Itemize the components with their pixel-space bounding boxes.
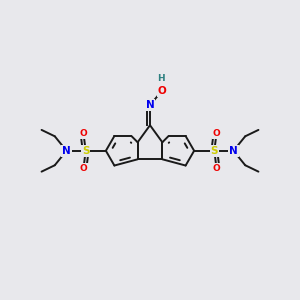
Text: O: O (213, 164, 220, 173)
Text: S: S (211, 146, 218, 156)
Text: S: S (82, 146, 89, 156)
Text: O: O (213, 129, 220, 138)
Text: O: O (157, 86, 166, 96)
Text: O: O (80, 164, 87, 173)
Text: N: N (62, 146, 71, 156)
Text: H: H (158, 74, 165, 83)
Text: N: N (229, 146, 238, 156)
Text: N: N (146, 100, 154, 110)
Text: O: O (80, 129, 87, 138)
